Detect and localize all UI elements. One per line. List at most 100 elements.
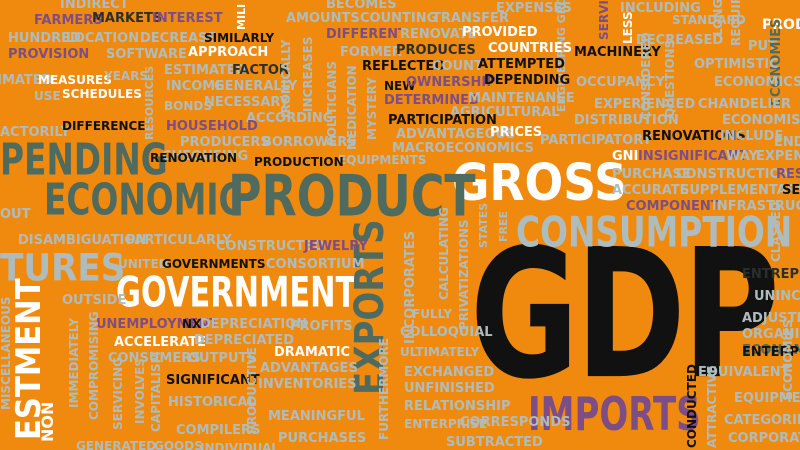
word-furthermore: FURTHERMORE bbox=[377, 338, 391, 440]
word-markets: MARKETS bbox=[92, 11, 163, 26]
word-insignificant: INSIGNIFICANT bbox=[638, 149, 748, 164]
word-generally: GENERALLY bbox=[214, 79, 298, 94]
word-transfer: TRANSFER bbox=[432, 11, 509, 26]
word-meaningful: MEANINGFUL bbox=[268, 409, 365, 424]
word-count: COUNT bbox=[432, 59, 483, 74]
word-subtracted: SUBTRACTED bbox=[446, 435, 543, 450]
word-product: PRODUCT bbox=[228, 163, 476, 230]
word-ownership: OWNERSHIP bbox=[406, 75, 496, 90]
word-miscellaneous: MISCELLANEOUS bbox=[0, 296, 13, 410]
word-significant: SIGNIFICANT bbox=[166, 373, 260, 388]
word-adjustm: ADJUSTM bbox=[742, 311, 800, 326]
word-consumers: CONSUMERS bbox=[108, 351, 201, 366]
word-including: INCLUDING bbox=[620, 1, 701, 16]
word-government: GOVERNMENT bbox=[116, 268, 357, 318]
word-attractive: ATTRACTIVE bbox=[705, 365, 719, 448]
word-involves: INVOLVES bbox=[133, 358, 147, 424]
word-participation: PARTICIPATION bbox=[388, 113, 497, 128]
word-counting: COUNTING bbox=[360, 11, 438, 26]
word-prices: PRICES bbox=[490, 125, 543, 140]
word-purchase: PURCHASE bbox=[612, 167, 691, 182]
word-economists: ECONOMISTS bbox=[722, 113, 800, 128]
word-economics: ECONOMICS bbox=[714, 75, 800, 90]
word-determined: DETERMINED bbox=[384, 93, 480, 108]
word-relationship: RELATIONSHIP bbox=[404, 399, 511, 414]
word-equipments: EQUIPMENTS bbox=[338, 153, 427, 167]
word-decreased: DECREASED bbox=[636, 33, 724, 48]
word-entrepre: ENTREPRE bbox=[742, 267, 800, 282]
word-long: LONG bbox=[711, 0, 725, 36]
word-compromising: COMPROMISING bbox=[87, 311, 101, 420]
word-increases: INCREASES bbox=[301, 36, 315, 112]
word-optimistic: OPTIMISTIC bbox=[694, 57, 779, 72]
word-occupancy: OCCUPANCY bbox=[576, 75, 665, 90]
word-production: PRODUCTION bbox=[254, 155, 344, 169]
word-uninco: UNINCO bbox=[754, 289, 800, 304]
word-mili: MILI bbox=[235, 3, 248, 30]
word-depending: DEPENDING bbox=[484, 73, 571, 88]
word-hundred: HUNDRED bbox=[8, 31, 81, 46]
word-component: COMPONENT bbox=[626, 199, 720, 214]
word-macroeconomics: MACROECONOMICS bbox=[392, 141, 534, 156]
word-endo: ENDO bbox=[774, 135, 800, 150]
word-countries: COUNTRIES bbox=[488, 41, 572, 56]
word-corresponds: CORRESPONDS bbox=[460, 415, 571, 430]
word-way: WAY bbox=[726, 149, 758, 164]
word-former: FORMER bbox=[340, 45, 402, 60]
word-service: SERVICE bbox=[597, 0, 611, 40]
word-out: OUT bbox=[0, 207, 31, 222]
word-estimated: ESTIMATED bbox=[164, 63, 247, 78]
word-depreciated: DEPRECIATED bbox=[194, 333, 295, 348]
word-measures: MEASURES bbox=[38, 73, 112, 87]
word-agricultural: AGRICULTURAL bbox=[450, 105, 560, 120]
word-gdp: GDP bbox=[470, 211, 780, 420]
word-economic-small: ECONOMIC bbox=[742, 343, 800, 358]
word-bonds: BONDS bbox=[164, 99, 212, 113]
word-economic: ECONOMIC bbox=[44, 174, 243, 226]
word-enterpri: ENTERPRI bbox=[742, 345, 800, 360]
word-renovate: RENOVATE bbox=[400, 27, 477, 42]
word-include: INCLUDE bbox=[720, 129, 784, 144]
word-outside: OUTSIDE bbox=[62, 293, 127, 308]
word-use: USE bbox=[34, 89, 61, 103]
word-expend: EXPEND bbox=[756, 149, 800, 164]
word-servicing: SERVICING bbox=[111, 357, 125, 430]
word-factor: FACTOR bbox=[232, 63, 289, 78]
word-advantageous: ADVANTAGEOUS bbox=[396, 127, 516, 142]
word-necessary: NECESSARY bbox=[204, 95, 290, 110]
word-outputs: OUTPUTS bbox=[188, 351, 257, 366]
word-participatory: PARTICIPATORY bbox=[540, 133, 652, 148]
word-historical: HISTORICAL bbox=[168, 395, 256, 410]
word-chandelier: CHANDELIER bbox=[698, 97, 792, 112]
word-disambiguation: DISAMBIGUATION bbox=[18, 233, 147, 248]
word-united: UNITED bbox=[118, 257, 169, 271]
word-according: ACCORDING bbox=[246, 111, 334, 126]
word-tures: TURES bbox=[0, 246, 126, 290]
word-producers: PRODUCERS bbox=[180, 135, 270, 150]
word-enterprise: ENTERPRISE bbox=[404, 417, 488, 431]
word-capitalism: CAPITALISM bbox=[149, 351, 163, 432]
word-dramatic: DRAMATIC bbox=[274, 345, 351, 360]
word-politicians: POLITICIANS bbox=[325, 60, 339, 146]
word-purchases: PURCHASES bbox=[278, 431, 367, 446]
word-standard: STANDARD bbox=[672, 13, 746, 27]
word-provided: PROVIDED bbox=[462, 25, 538, 40]
word-economies-small: ECONOMIES bbox=[781, 319, 795, 400]
word-corporate: CORPORATE bbox=[728, 431, 800, 446]
word-mystery: MYSTERY bbox=[365, 77, 379, 140]
word-construction: CONSTRUCTION bbox=[676, 167, 792, 182]
word-calculating: CALCULATING bbox=[437, 207, 451, 300]
word-produ: PRODU bbox=[762, 17, 800, 33]
word-organisa: ORGANISA bbox=[742, 327, 800, 342]
word-nx: NX bbox=[182, 317, 202, 331]
word-goods: GOODS bbox=[154, 439, 203, 450]
word-interest: INTEREST bbox=[152, 11, 223, 26]
word-ultimately: ULTIMATELY bbox=[400, 345, 480, 359]
word-renovations: RENOVATIONS bbox=[642, 129, 746, 144]
word-advantages: ADVANTAGES bbox=[260, 361, 358, 376]
word-productive: PRODUCTIVE bbox=[245, 347, 259, 434]
word-provision: PROVISION bbox=[8, 47, 90, 62]
word-depreciation: DEPRECIATION bbox=[200, 317, 308, 332]
word-similarly: SIMILARLY bbox=[204, 31, 275, 45]
